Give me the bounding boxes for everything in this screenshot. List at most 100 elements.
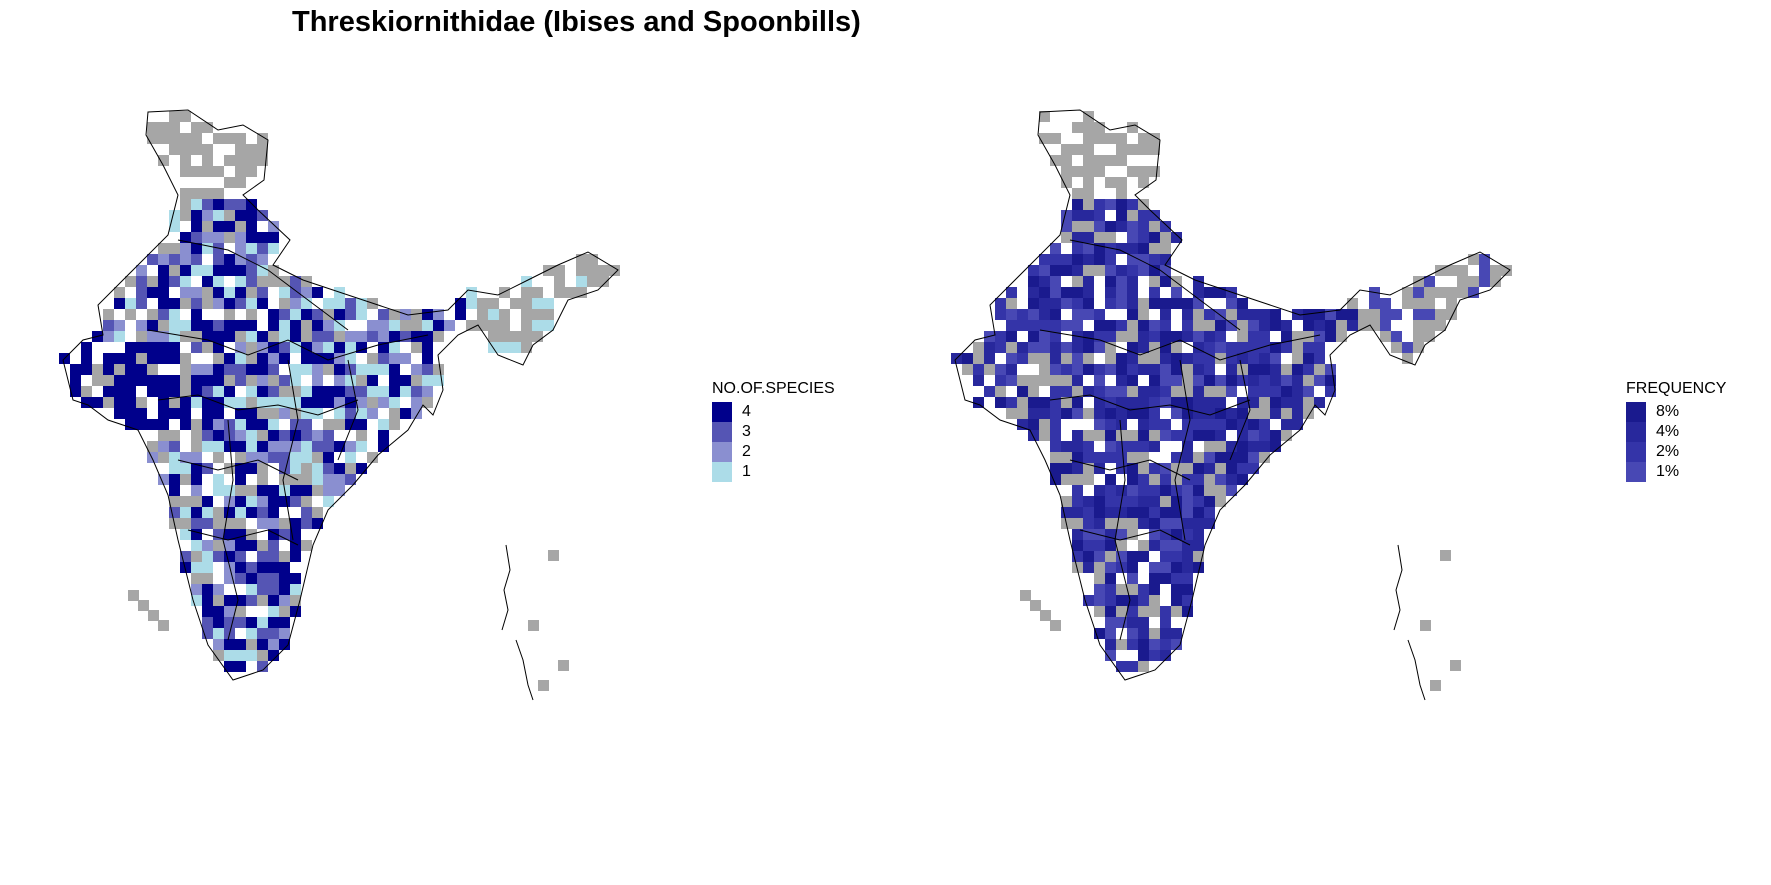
grid-cell: [1072, 463, 1083, 474]
grid-cell: [1270, 441, 1281, 452]
grid-cell: [268, 551, 279, 562]
grid-cell: [1391, 331, 1402, 342]
grid-cell: [279, 309, 290, 320]
grid-cell: [1424, 298, 1435, 309]
grid-cell: [1160, 221, 1171, 232]
grid-cell: [235, 331, 246, 342]
grid-cell: [257, 265, 268, 276]
grid-cell: [1127, 397, 1138, 408]
grid-cell: [1028, 298, 1039, 309]
grid-cell: [1061, 232, 1072, 243]
grid-cell: [389, 364, 400, 375]
grid-cell: [1028, 309, 1039, 320]
grid-cell: [180, 529, 191, 540]
grid-cell: [1061, 177, 1072, 188]
grid-cell: [268, 232, 279, 243]
grid-cell: [268, 639, 279, 650]
grid-cell: [1094, 386, 1105, 397]
grid-cell: [1248, 309, 1259, 320]
grid-cell: [1193, 408, 1204, 419]
grid-cell: [356, 419, 367, 430]
grid-cell: [1402, 342, 1413, 353]
grid-cell: [1127, 595, 1138, 606]
state-border: [1174, 359, 1191, 541]
grid-cell: [224, 177, 235, 188]
grid-cell: [1138, 507, 1149, 518]
grid-cell: [367, 320, 378, 331]
grid-cell: [1039, 320, 1050, 331]
grid-cell: [1215, 474, 1226, 485]
grid-cell: [1116, 595, 1127, 606]
grid-cell: [378, 364, 389, 375]
grid-cell: [1127, 386, 1138, 397]
grid-cell: [400, 331, 411, 342]
grid-cell: [1083, 496, 1094, 507]
grid-cell: [1270, 397, 1281, 408]
grid-cell: [257, 617, 268, 628]
grid-cell: [1116, 584, 1127, 595]
grid-cell: [1094, 199, 1105, 210]
grid-cell: [444, 320, 455, 331]
grid-cell: [1259, 331, 1270, 342]
grid-cell: [213, 595, 224, 606]
grid-cell: [1193, 551, 1204, 562]
grid-cell: [1138, 584, 1149, 595]
grid-cell: [1160, 309, 1171, 320]
grid-cell: [169, 133, 180, 144]
grid-cell: [334, 375, 345, 386]
grid-cell: [1160, 276, 1171, 287]
grid-cell: [1358, 320, 1369, 331]
grid-cell: [411, 408, 422, 419]
grid-cell: [312, 463, 323, 474]
grid-cell: [389, 309, 400, 320]
grid-cell: [169, 474, 180, 485]
grid-cell: [224, 320, 235, 331]
grid-cell: [180, 496, 191, 507]
grid-cell: [268, 485, 279, 496]
grid-cell: [213, 518, 224, 529]
grid-cell: [169, 243, 180, 254]
grid-cell: [1094, 166, 1105, 177]
grid-cell: [1149, 375, 1160, 386]
grid-cell: [367, 364, 378, 375]
grid-cell: [1226, 364, 1237, 375]
grid-cell: [114, 320, 125, 331]
grid-cell: [1160, 419, 1171, 430]
grid-cell: [1402, 298, 1413, 309]
grid-cell: [1050, 342, 1061, 353]
grid-cell: [158, 452, 169, 463]
grid-cell: [1347, 309, 1358, 320]
grid-cell: [235, 144, 246, 155]
grid-cell: [1149, 210, 1160, 221]
grid-cell: [995, 375, 1006, 386]
grid-cell: [1138, 199, 1149, 210]
grid-cell: [191, 529, 202, 540]
legend-item: 8%: [1626, 402, 1726, 422]
grid-cell: [1083, 474, 1094, 485]
grid-cell: [400, 375, 411, 386]
grid-cell: [334, 485, 345, 496]
grid-cell: [1171, 408, 1182, 419]
grid-cell: [312, 364, 323, 375]
grid-cell: [1072, 397, 1083, 408]
grid-cell: [1259, 375, 1270, 386]
grid-cell: [246, 639, 257, 650]
grid-cell: [1138, 485, 1149, 496]
grid-cell: [1325, 375, 1336, 386]
grid-cell: [279, 287, 290, 298]
grid-cell: [1017, 397, 1028, 408]
grid-cell: [290, 463, 301, 474]
grid-cell: [1028, 342, 1039, 353]
grid-cell: [257, 397, 268, 408]
grid-cell: [389, 353, 400, 364]
grid-cell: [147, 419, 158, 430]
grid-cell: [290, 496, 301, 507]
grid-cell: [279, 551, 290, 562]
grid-cell: [1050, 155, 1061, 166]
grid-cell: [114, 287, 125, 298]
grid-cell: [1083, 441, 1094, 452]
grid-cell: [334, 364, 345, 375]
grid-cell: [1127, 342, 1138, 353]
grid-cell: [1380, 320, 1391, 331]
grid-cell: [1105, 364, 1116, 375]
